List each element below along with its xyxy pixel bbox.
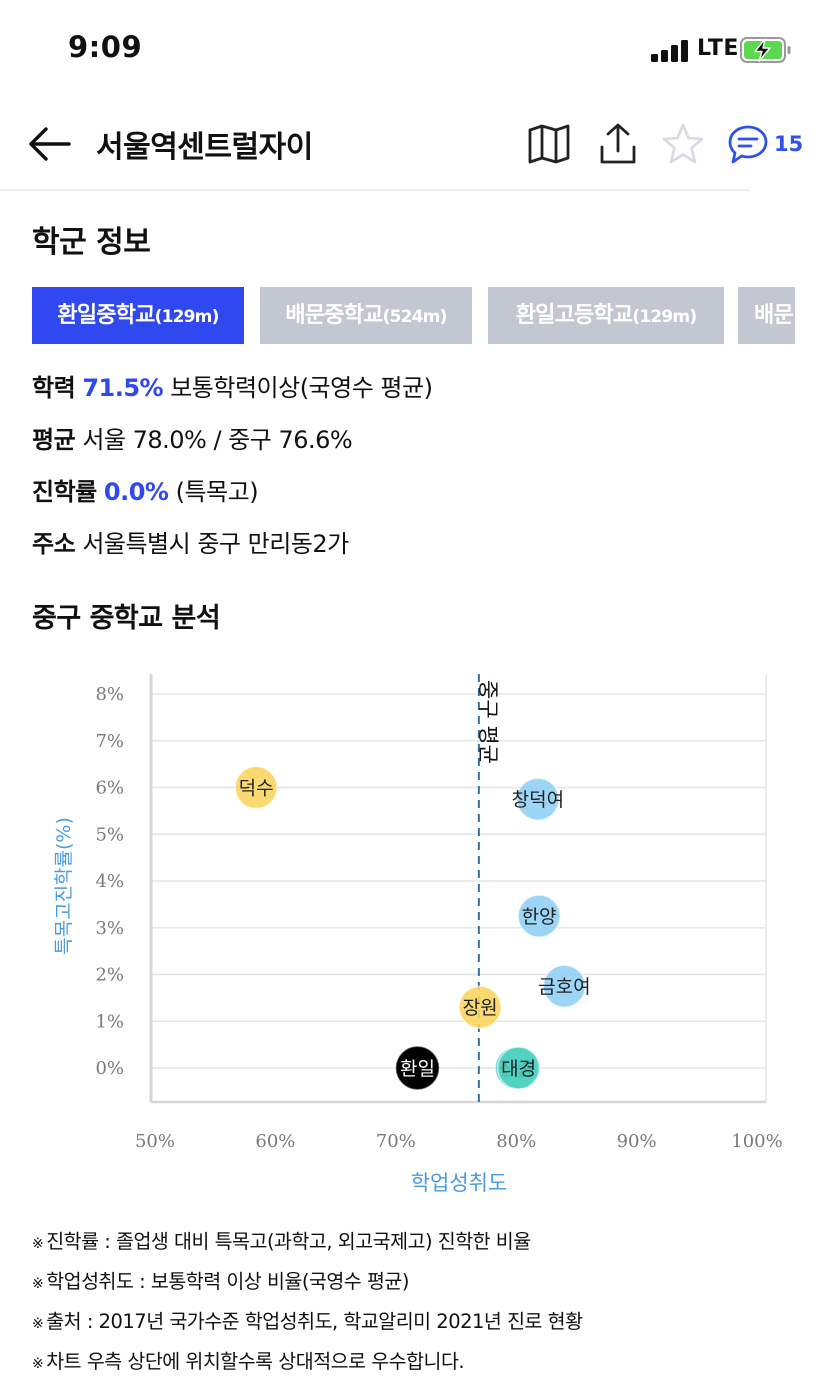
footnote-mark: ※ [32, 1316, 44, 1332]
back-arrow-icon[interactable] [26, 124, 72, 164]
average-line-label: 중구 평균 [476, 680, 500, 764]
data-point-label: 창덕여 [512, 789, 564, 811]
y-tick-label: 6% [95, 778, 124, 799]
footnote-text: 출처 : 2017년 국가수준 학업성취도, 학교알리미 2021년 진로 현황 [46, 1310, 583, 1333]
x-tick-label: 100% [731, 1131, 782, 1152]
average-value: 서울 78.0% / 중구 76.6% [82, 426, 353, 454]
school-tabs: 환일중학교(129m) 배문중학교(524m) 환일고등학교(129m) 배문 [32, 287, 795, 344]
tab-school-name: 배문중학교 [285, 303, 383, 328]
info-address: 주소 서울특별시 중구 만리동2가 [32, 524, 349, 559]
data-point [517, 894, 561, 938]
footnote-mark: ※ [32, 1356, 44, 1372]
star-icon[interactable] [661, 122, 705, 166]
y-axis-label: 특목고진학률(%) [53, 817, 75, 955]
tab-school-distance: (129m) [154, 307, 220, 327]
x-axis-label: 학업성취도 [411, 1171, 508, 1195]
data-point [542, 964, 587, 1008]
x-tick-label: 80% [496, 1131, 536, 1152]
tab-school-name: 환일고등학교 [515, 303, 633, 328]
network-type: LTE [697, 36, 739, 61]
data-point-label: 대경 [501, 1058, 536, 1080]
y-tick-label: 4% [95, 871, 124, 892]
tab-school[interactable]: 배문 [738, 287, 795, 344]
tab-school-distance: (524m) [382, 307, 448, 327]
footnote: ※ 학업성취도 : 보통학력 이상 비율(국영수 평균) [32, 1266, 583, 1306]
status-bar: 9:09 LTE [0, 0, 827, 100]
footnote-text: 학업성취도 : 보통학력 이상 비율(국영수 평균) [46, 1270, 409, 1293]
tab-school[interactable]: 환일중학교(129m) [32, 287, 244, 344]
data-point-label: 금호여 [538, 976, 590, 998]
data-point-label: 장원 [463, 997, 498, 1019]
footnotes: ※ 진학률 : 졸업생 대비 특목고(과학고, 외고국제고) 진학한 비율 ※ 학업… [32, 1226, 583, 1386]
comment-count[interactable]: 15 [774, 132, 804, 156]
data-point-label: 한양 [522, 906, 557, 928]
achievement-desc: 보통학력이상(국영수 평균) [170, 374, 433, 402]
advancement-value: 0.0% [103, 478, 169, 506]
status-time: 9:09 [68, 30, 143, 64]
footnote: ※ 차트 우측 상단에 위치할수록 상대적으로 우수합니다. [32, 1346, 583, 1386]
nav-divider [0, 189, 750, 191]
data-point [496, 1046, 541, 1090]
y-tick-label: 7% [95, 731, 124, 752]
x-tick-label: 90% [617, 1131, 657, 1152]
section-title: 학군 정보 [32, 225, 151, 260]
advancement-desc: (특목고) [175, 478, 259, 506]
chart-title: 중구 중학교 분석 [32, 603, 221, 634]
tab-school-name: 환일중학교 [57, 303, 155, 328]
footnote: ※ 출처 : 2017년 국가수준 학업성취도, 학교알리미 2021년 진로 현… [32, 1306, 583, 1346]
address-value: 서울특별시 중구 만리동2가 [82, 530, 349, 558]
footnote: ※ 진학률 : 졸업생 대비 특목고(과학고, 외고국제고) 진학한 비율 [32, 1226, 583, 1266]
footnote-mark: ※ [32, 1236, 44, 1252]
scatter-chart: 0% 1% 2% 3% 4% 5% 6% 7% 8% 50% 60% 70% 80% 90% 100% 학업성… [53, 674, 783, 1195]
data-point [458, 985, 502, 1029]
page-title: 서울역센트럴자이 [96, 130, 313, 165]
info-achievement: 학력 71.5% 보통학력이상(국영수 평균) [32, 368, 433, 403]
info-label: 평균 [32, 426, 76, 454]
y-tick-label: 1% [95, 1011, 124, 1032]
footnote-text: 진학률 : 졸업생 대비 특목고(과학고, 외고국제고) 진학한 비율 [46, 1230, 531, 1253]
info-average: 평균 서울 78.0% / 중구 76.6% [32, 420, 353, 455]
nav-bar: 서울역센트럴자이 15 [0, 100, 827, 190]
data-point [395, 1046, 440, 1090]
data-point [516, 777, 560, 821]
x-tick-label: 70% [376, 1131, 416, 1152]
y-tick-label: 5% [95, 824, 124, 845]
info-label: 학력 [32, 374, 76, 402]
info-advancement: 진학률 0.0% (특목고) [32, 472, 259, 507]
footnote-mark: ※ [32, 1276, 44, 1292]
battery-charging-icon [740, 37, 791, 63]
achievement-value: 71.5% [82, 374, 164, 402]
share-icon[interactable] [596, 122, 640, 166]
tab-school[interactable]: 배문중학교(524m) [260, 287, 472, 344]
data-point-label: 환일 [400, 1058, 435, 1080]
x-tick-label: 60% [255, 1131, 295, 1152]
data-point [234, 765, 278, 810]
tab-school-name: 배문 [754, 303, 794, 328]
info-label: 주소 [32, 530, 76, 558]
y-tick-label: 8% [95, 684, 124, 705]
info-label: 진학률 [32, 478, 97, 506]
signal-icon [651, 40, 691, 62]
tab-school-distance: (129m) [632, 307, 697, 327]
map-icon[interactable] [527, 122, 571, 166]
tab-school[interactable]: 환일고등학교(129m) [488, 287, 724, 344]
y-tick-label: 0% [95, 1058, 124, 1079]
data-point-label: 덕수 [239, 778, 274, 800]
y-tick-label: 2% [95, 965, 124, 986]
footnote-text: 차트 우측 상단에 위치할수록 상대적으로 우수합니다. [46, 1350, 465, 1373]
y-tick-label: 3% [95, 918, 124, 939]
x-tick-label: 50% [135, 1131, 175, 1152]
comment-icon[interactable] [726, 122, 770, 166]
